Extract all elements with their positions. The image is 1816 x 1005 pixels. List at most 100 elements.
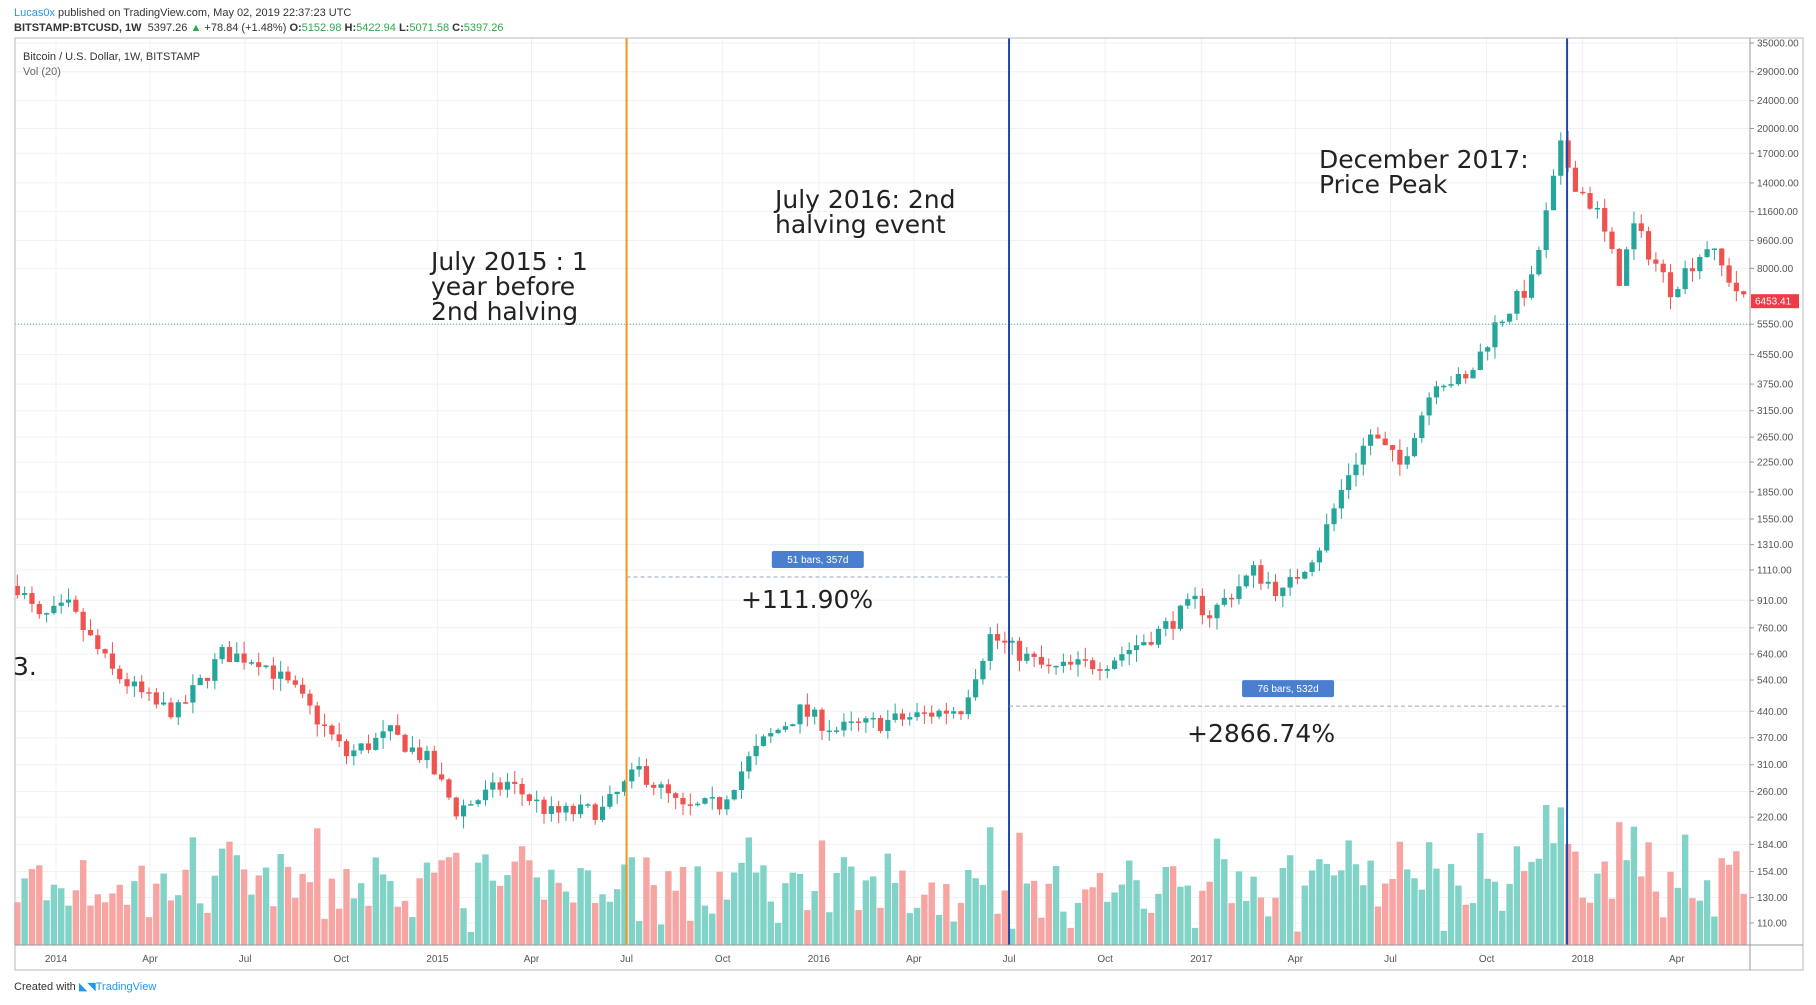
event-annotation: Price Peak: [1319, 170, 1448, 199]
candle-body: [629, 769, 635, 782]
candle-body: [775, 729, 781, 734]
volume-bar: [145, 917, 153, 945]
volume-bar: [248, 894, 255, 945]
volume-bar: [467, 932, 475, 945]
candle-body: [1141, 642, 1147, 646]
volume-bar: [1594, 873, 1601, 945]
volume-bar: [1542, 805, 1550, 945]
candle-body: [716, 797, 723, 810]
candle-body: [936, 710, 942, 717]
y-tick-label: 910.00: [1757, 596, 1788, 607]
volume-bar: [394, 906, 401, 945]
candle-body: [1287, 577, 1293, 588]
candle-body: [87, 630, 94, 636]
publish-text: published on TradingView.com, May 02, 20…: [58, 7, 352, 19]
candle-body: [899, 713, 906, 720]
last-price-label: 6453.41: [1755, 297, 1792, 308]
volume-bar: [1645, 842, 1652, 945]
candle-body: [161, 702, 167, 705]
candle-body: [621, 781, 628, 792]
tradingview-link[interactable]: TradingView: [95, 981, 157, 993]
volume-bar: [928, 882, 935, 945]
candle-body: [278, 671, 284, 679]
candle-body: [1060, 661, 1066, 666]
event-annotation: July 2015 : 1: [429, 247, 588, 276]
volume-bar: [1696, 900, 1703, 945]
high-value: 5422.94: [356, 22, 396, 34]
candle-body: [226, 647, 233, 663]
volume-bar: [511, 861, 518, 945]
volume-bar: [36, 865, 43, 945]
event-annotation: December 2017:: [1319, 145, 1529, 174]
volume-bar: [1469, 903, 1477, 945]
event-annotation: 2nd halving: [431, 297, 578, 326]
candle-body: [1016, 640, 1023, 661]
candle-body: [1719, 248, 1725, 266]
candle-body: [1704, 249, 1710, 257]
volume-bar: [869, 876, 877, 945]
author-link[interactable]: Lucas0x: [14, 7, 55, 19]
candle-body: [131, 681, 137, 687]
up-arrow-icon: ▲: [190, 22, 202, 34]
candle-body: [270, 665, 276, 679]
candle-body: [738, 771, 745, 791]
volume-bar: [357, 883, 365, 945]
candle-body: [673, 793, 679, 798]
candle-body: [1594, 208, 1600, 210]
candle-body: [1572, 167, 1579, 192]
candle-body: [695, 803, 701, 806]
x-tick-label: Apr: [524, 954, 540, 965]
volume-bar: [891, 882, 899, 945]
volume-bar: [1528, 861, 1535, 945]
tradingview-logo-icon[interactable]: ◣◥: [78, 981, 96, 993]
candle-body: [1536, 249, 1542, 275]
candle-body: [351, 750, 357, 757]
candle-body: [599, 806, 606, 820]
volume-bar: [1067, 927, 1074, 945]
footer: Created with ◣◥TradingView: [14, 980, 156, 993]
candle-body: [1689, 268, 1696, 272]
candle-body: [753, 745, 759, 757]
volume-bar: [1535, 858, 1543, 945]
candle-body: [1463, 373, 1469, 379]
volume-bar: [138, 865, 145, 945]
candle-body: [534, 799, 540, 802]
candle-body: [658, 784, 664, 788]
candle-body: [1126, 649, 1132, 655]
candle-body: [95, 635, 101, 650]
candle-body: [1119, 654, 1125, 661]
volume-bar: [723, 899, 731, 945]
candle-body: [1097, 669, 1103, 671]
candle-body: [1455, 373, 1461, 385]
candle-body: [1265, 581, 1271, 584]
candle-body: [102, 649, 108, 654]
candle-body: [1514, 291, 1520, 314]
volume-bar: [189, 837, 197, 945]
volume-bar: [679, 867, 687, 945]
volume-bar: [438, 860, 445, 945]
candle-body: [263, 665, 269, 668]
volume-bar: [987, 827, 994, 945]
volume-bar: [460, 908, 467, 945]
candle-body: [402, 734, 408, 752]
volume-bar: [1440, 930, 1447, 945]
volume-bar: [643, 857, 650, 945]
candle-body: [1565, 140, 1571, 168]
volume-bar: [1118, 884, 1126, 945]
volume-bar: [1286, 855, 1294, 945]
candle-body: [1258, 565, 1264, 584]
candle-body: [1075, 659, 1081, 665]
volume-bar: [826, 912, 833, 945]
candle-body: [1207, 615, 1213, 619]
volume-bar: [482, 854, 489, 945]
publish-info: Lucas0x published on TradingView.com, Ma…: [14, 7, 351, 19]
volume-bar: [1316, 859, 1323, 945]
candle-body: [1397, 449, 1403, 465]
candle-body: [1733, 282, 1739, 292]
y-tick-label: 9600.00: [1757, 236, 1794, 247]
candle-body: [1250, 565, 1257, 576]
candle-body: [1316, 550, 1323, 563]
candle-body: [782, 726, 789, 730]
y-tick-label: 35000.00: [1757, 39, 1799, 50]
